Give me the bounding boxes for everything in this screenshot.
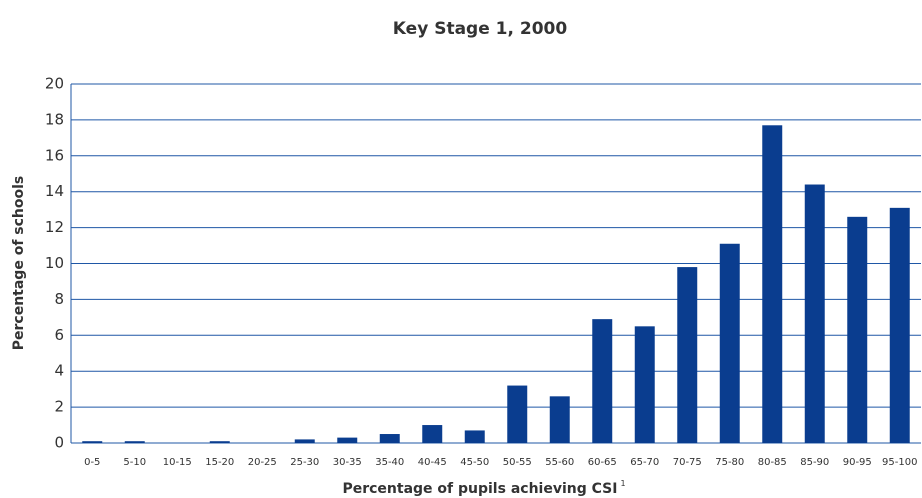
bar — [379, 434, 400, 443]
x-tick-label: 75-80 — [715, 457, 744, 468]
y-axis-label: Percentage of schools — [11, 176, 27, 351]
x-label-note: 1 — [620, 479, 625, 488]
y-tick-label: 18 — [45, 110, 64, 128]
bar — [422, 425, 443, 443]
bar — [294, 439, 315, 443]
bar — [762, 125, 783, 443]
bar — [804, 184, 825, 443]
x-tick-label: 5-10 — [123, 457, 146, 468]
bar — [337, 437, 358, 443]
bar — [889, 207, 910, 443]
x-tick-label: 55-60 — [545, 457, 574, 468]
bar — [464, 430, 485, 443]
y-tick-label: 12 — [45, 218, 64, 236]
x-tick-label: 20-25 — [248, 457, 277, 468]
bar — [719, 243, 740, 443]
y-tick-label: 2 — [54, 398, 64, 416]
x-tick-label: 95-100 — [882, 457, 917, 468]
x-tick-label: 10-15 — [163, 457, 192, 468]
x-tick-label: 70-75 — [673, 457, 702, 468]
bar — [124, 441, 145, 443]
bar — [592, 319, 613, 443]
x-tick-label: 80-85 — [758, 457, 787, 468]
x-tick-label: 65-70 — [630, 457, 659, 468]
y-tick-label: 10 — [45, 254, 64, 272]
x-axis-label: Percentage of pupils achieving CSI 1 — [342, 479, 625, 498]
bar — [677, 267, 698, 443]
y-tick-label: 4 — [54, 362, 64, 380]
x-tick-label: 45-50 — [460, 457, 489, 468]
bar — [507, 385, 528, 443]
x-tick-label: 60-65 — [588, 457, 617, 468]
y-tick-label: 8 — [54, 290, 64, 308]
x-tick-label: 0-5 — [84, 457, 100, 468]
x-tick-label: 25-30 — [290, 457, 319, 468]
x-tick-label: 15-20 — [205, 457, 234, 468]
x-tick-label: 35-40 — [375, 457, 404, 468]
y-tick-label: 6 — [54, 326, 64, 344]
bar — [209, 441, 230, 443]
bar — [634, 326, 655, 443]
x-tick-label: 30-35 — [333, 457, 362, 468]
bar — [82, 441, 103, 443]
y-tick-label: 20 — [45, 75, 64, 93]
x-label-text: Percentage of pupils achieving CSI — [342, 481, 617, 497]
bar — [549, 396, 570, 443]
y-tick-label: 14 — [45, 182, 64, 200]
x-tick-label: 40-45 — [418, 457, 447, 468]
bar — [847, 216, 868, 443]
x-tick-label: 50-55 — [503, 457, 532, 468]
chart-title: Key Stage 1, 2000 — [393, 19, 568, 39]
x-tick-label: 85-90 — [800, 457, 829, 468]
x-tick-label: 90-95 — [843, 457, 872, 468]
y-tick-label: 0 — [54, 434, 64, 452]
y-tick-label: 16 — [45, 146, 64, 164]
